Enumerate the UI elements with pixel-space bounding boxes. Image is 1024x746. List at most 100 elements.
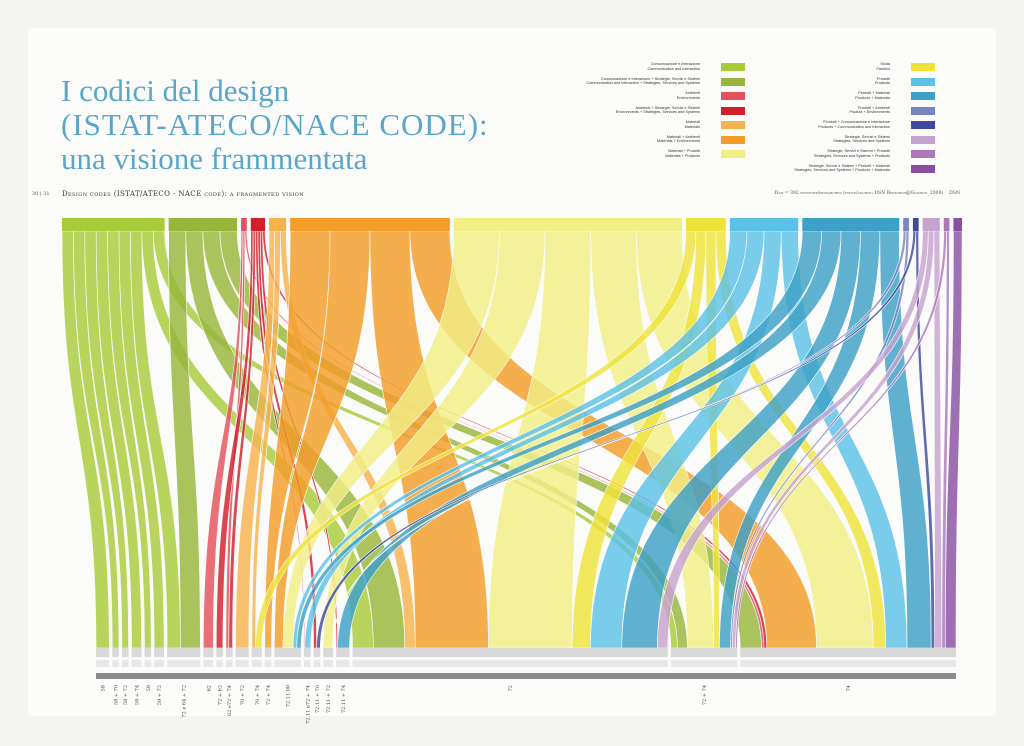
legend-label-it: Materiali + Prodotti xyxy=(668,149,700,153)
legend-label: Strategie, Servizi e Sistemi Strategies, … xyxy=(740,135,890,144)
code-node xyxy=(313,648,321,657)
legend-label: Materiali Materials xyxy=(550,120,700,129)
code-node xyxy=(144,648,152,657)
legend-label-en: Environments + Strategies, Services and … xyxy=(615,110,700,115)
category-node xyxy=(453,218,682,231)
code-tick-label: 72.11 + 74 xyxy=(341,685,347,713)
category-node xyxy=(685,218,726,231)
legend-item: Materiali + Ambienti Materials + Environm… xyxy=(590,135,780,149)
code-tick-label: 72 + 74 xyxy=(266,685,272,705)
legend-item: Ambienti Environments xyxy=(590,91,780,105)
category-node xyxy=(953,218,962,231)
legend-label-it: Ambienti + Strategie, Servizi e Sistemi xyxy=(635,105,700,110)
legend-swatch xyxy=(721,63,745,71)
legend-item: Materiali Materials xyxy=(590,120,780,134)
legend-label-en: Products + Communication and Interaction xyxy=(818,124,890,129)
code-tick-label: 59 + 72 xyxy=(157,685,163,705)
code-node xyxy=(670,648,738,657)
legend-swatch xyxy=(911,135,935,144)
code-node xyxy=(251,648,262,657)
code-node-band xyxy=(121,660,129,667)
code-tick-label: 62 e72 + 74 xyxy=(227,685,233,716)
code-tick-label: 72 + 74 xyxy=(702,685,708,705)
code-tick-label: 58 + 74 xyxy=(135,685,141,705)
page-subtitle: Design codes (ISTAT/ATECO - NACE code): … xyxy=(62,190,304,198)
code-node-band xyxy=(274,660,301,667)
code-tick-label: 58 + 70 xyxy=(114,685,120,705)
code-tick-label: 72.11 + 72 xyxy=(326,685,332,713)
code-node-band xyxy=(216,660,223,667)
code-node xyxy=(264,648,272,657)
legend-swatch xyxy=(721,121,745,129)
legend-item: Strategie, Servizi e Sistemi + Prodotti … xyxy=(780,164,970,178)
legend-label-en: Materials xyxy=(684,124,700,129)
category-node xyxy=(250,218,266,231)
legend-label-en: Materials + Products xyxy=(665,153,700,158)
legend-swatch xyxy=(721,150,745,158)
code-tick-label: 58 + 72 xyxy=(123,685,129,705)
code-node-band xyxy=(670,660,738,667)
category-node xyxy=(903,218,909,231)
code-node xyxy=(203,648,214,657)
legend-item: Strategie, Servizi e Sistemi Strategies, … xyxy=(780,135,970,149)
code-tick-label: 59 xyxy=(146,685,152,691)
code-node xyxy=(131,648,142,657)
legend-label: Moda Fashion xyxy=(740,62,890,71)
legend-swatch xyxy=(911,63,935,71)
code-node xyxy=(740,648,956,657)
code-tick-label: 72.11 e72 + 74 xyxy=(305,685,311,724)
legend-label-en: Products xyxy=(875,81,890,86)
legend-swatch xyxy=(911,164,935,173)
code-node-band xyxy=(112,660,119,667)
legend-label-en: Products + Materials xyxy=(855,95,890,100)
legend-label-it: Comunicazione e Interazione + Strategie,… xyxy=(601,76,700,81)
category-node xyxy=(62,218,165,231)
legend-label: Prodotti + Comunicazione e Interazione Pr… xyxy=(740,120,890,129)
legend-label-en: Strategies, Services and Systems xyxy=(833,139,890,144)
code-tick-label: 62 xyxy=(206,685,212,691)
legend-label: Strategie, Servizi e Sistemi + Prodotti … xyxy=(740,164,890,173)
legend-label-it: Prodotti + Materiali xyxy=(858,91,890,95)
category-node xyxy=(922,218,940,231)
legend-item: Ambienti + Strategie, Servizi e Sistemi E… xyxy=(590,106,780,120)
legend-item: Prodotti + Comunicazione e Interazione Pr… xyxy=(780,120,970,134)
code-node xyxy=(303,648,311,657)
legend-label-en: Communication and Interaction xyxy=(647,66,700,71)
code-node-band xyxy=(235,660,249,667)
code-node-band xyxy=(313,660,321,667)
code-node-band xyxy=(352,660,668,667)
legend-swatch xyxy=(721,135,745,144)
category-node xyxy=(802,218,900,231)
flow-band xyxy=(337,230,842,649)
code-node-band xyxy=(203,660,214,667)
code-node xyxy=(323,648,334,657)
flow-band xyxy=(215,230,254,649)
category-node xyxy=(943,218,950,231)
category-node xyxy=(290,218,450,231)
legend-label: Materiali + Ambienti Materials + Environm… xyxy=(550,135,700,144)
legend-label-en: Materials + Environments xyxy=(657,139,700,144)
legend-label-en: Fashion xyxy=(876,66,890,71)
legend-label-en: Environments xyxy=(676,95,700,100)
code-node-band xyxy=(740,660,956,667)
title-line-1: I codici del design xyxy=(61,73,290,108)
legend-item: Prodotti + Materiali Products + Materials xyxy=(780,91,970,105)
category-node xyxy=(269,218,287,231)
code-node xyxy=(225,648,233,657)
code-node-band xyxy=(225,660,233,667)
code-node xyxy=(96,648,110,657)
legend-swatch xyxy=(911,150,935,158)
code-tick-label: 70 + 72 xyxy=(240,685,246,705)
legend-label-it: Strategie, Servizi e Sistemi xyxy=(844,134,890,139)
code-node xyxy=(352,648,668,657)
code-tick-label: 72.11.00 xyxy=(286,685,292,707)
flow-band xyxy=(235,230,276,649)
legend-label: Ambienti + Strategie, Servizi e Sistemi E… xyxy=(550,106,700,115)
legend-label: Materiali + Prodotti Materials + Products xyxy=(550,149,700,158)
legend-label: Prodotti + Materiali Products + Materials xyxy=(740,91,890,100)
code-node-band xyxy=(167,660,201,667)
category-node xyxy=(729,218,799,231)
legend-item: Comunicazione e Interazione Communication… xyxy=(590,62,780,76)
legend-label-it: Materiali xyxy=(685,120,700,124)
